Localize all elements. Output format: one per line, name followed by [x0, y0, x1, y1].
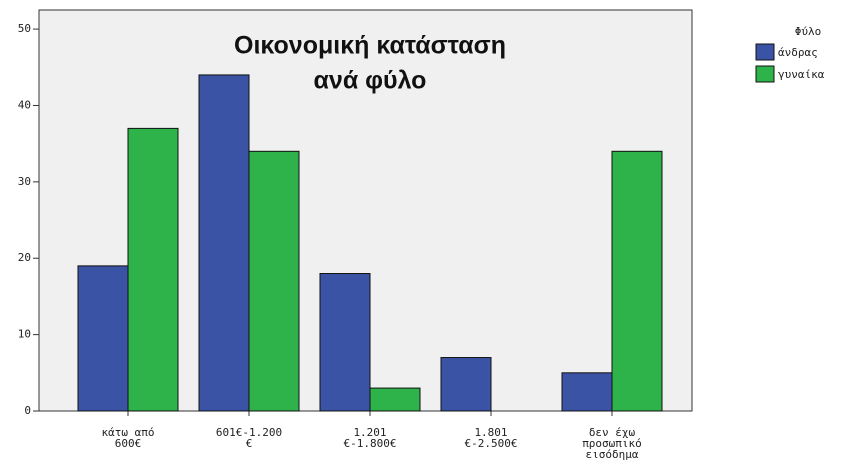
bar [440, 357, 492, 412]
bar [561, 372, 613, 412]
x-tick-label: 601€-1.200 [216, 426, 282, 439]
bar [611, 150, 663, 412]
chart-title: ανά φύλο [314, 67, 427, 95]
x-tick-label: 1.801 [474, 426, 507, 439]
legend-label: γυναίκα [778, 68, 825, 81]
x-tick-label: €-2.500€ [465, 437, 518, 450]
y-tick-label: 0 [24, 404, 31, 417]
x-tick-label: δεν έχω [589, 426, 636, 439]
x-tick-label: προσωπικό [582, 437, 642, 450]
y-tick-label: 10 [18, 328, 31, 341]
bar [198, 74, 250, 412]
bar [319, 273, 371, 412]
legend-swatch [755, 43, 775, 61]
bar [248, 150, 300, 412]
bar [369, 387, 421, 412]
legend-label: άνδρας [778, 46, 818, 59]
y-tick-label: 20 [18, 251, 31, 264]
chart-title: Οικονομική κατάσταση [234, 32, 506, 60]
y-tick-label: 50 [18, 22, 31, 35]
legend-title: Φύλο [795, 25, 822, 38]
y-tick-label: 40 [18, 98, 31, 111]
x-tick-label: € [246, 437, 253, 450]
x-tick-label: €-1.800€ [344, 437, 397, 450]
x-tick-label: εισόδημα [586, 448, 639, 461]
x-tick-label: 600€ [115, 437, 142, 450]
y-tick-label: 30 [18, 175, 31, 188]
bar [127, 127, 179, 412]
x-tick-label: κάτω από [102, 426, 155, 439]
legend-swatch [755, 65, 775, 83]
x-tick-label: 1.201 [353, 426, 386, 439]
bar [77, 265, 129, 412]
